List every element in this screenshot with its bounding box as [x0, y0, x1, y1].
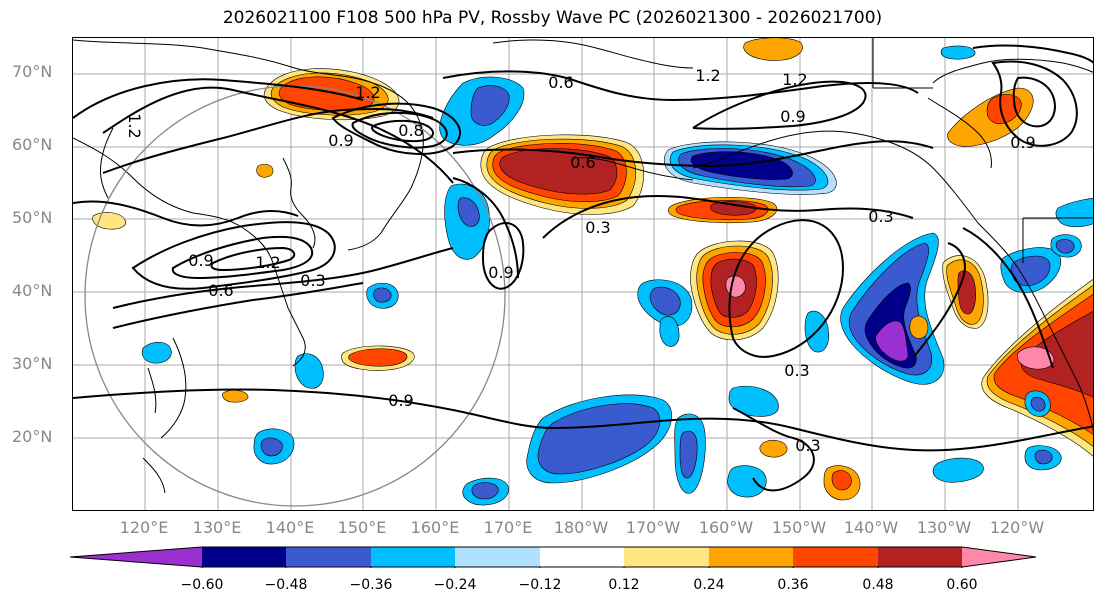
colorbar-segment: [70, 547, 202, 567]
contour-label: 0.3: [585, 218, 610, 237]
contour-label: 0.6: [570, 153, 595, 172]
contour-label: 0.3: [868, 207, 893, 226]
lon-label: 160°W: [698, 518, 754, 537]
contour-label: 0.9: [488, 263, 513, 282]
map-panel: 1.2 0.6 1.2 1.2 0.9 0.8 0.9 1.2 0.6 0.9 …: [72, 37, 1094, 511]
colorbar-segment: [624, 547, 709, 567]
contour-label: 1.2: [125, 113, 144, 138]
lat-label: 30°N: [12, 354, 53, 373]
lon-label: 140°E: [265, 518, 315, 537]
contour-label: 0.3: [784, 361, 809, 380]
lon-label: 120°W: [989, 518, 1045, 537]
colorbar-segment: [793, 547, 878, 567]
colorbar-tick-label: 0.48: [862, 577, 894, 593]
contour-label: 0.8: [398, 121, 423, 140]
contour-label: 0.3: [300, 271, 325, 290]
colorbar: [70, 546, 1036, 568]
colorbar-tick-label: −0.36: [349, 577, 393, 593]
lon-label: 120°E: [119, 518, 169, 537]
map-canvas: 1.2 0.6 1.2 1.2 0.9 0.8 0.9 1.2 0.6 0.9 …: [73, 38, 1093, 510]
contour-label: 0.9: [388, 391, 413, 410]
lon-label: 150°E: [337, 518, 387, 537]
contour-labels: 1.2 0.6 1.2 1.2 0.9 0.8 0.9 1.2 0.6 0.9 …: [125, 66, 1036, 455]
contour-label: 1.2: [255, 253, 280, 272]
figure-title: 2026021100 F108 500 hPa PV, Rossby Wave …: [222, 8, 883, 28]
lon-label: 130°W: [916, 518, 972, 537]
lon-label: 170°E: [483, 518, 533, 537]
colorbar-tick-label: −0.60: [180, 577, 224, 593]
colorbar-segment: [202, 547, 286, 567]
lat-label: 40°N: [12, 281, 53, 300]
colorbar-segment: [371, 547, 455, 567]
lon-label: 140°W: [843, 518, 899, 537]
lon-label: 180°W: [553, 518, 609, 537]
contour-label: 0.6: [548, 73, 573, 92]
lat-label: 20°N: [12, 427, 53, 446]
colorbar-tick-label: 0.24: [693, 577, 725, 593]
colorbar-tick-label: 0.60: [946, 577, 978, 593]
colorbar-tick-label: 0.12: [608, 577, 640, 593]
lat-label: 70°N: [12, 62, 53, 81]
contour-label: 0.9: [1010, 133, 1035, 152]
colorbar-tick-label: −0.48: [264, 577, 308, 593]
colorbar-segment: [286, 547, 371, 567]
colorbar-segments: [70, 546, 1036, 568]
contour-label: 1.2: [695, 66, 720, 85]
contour-label: 0.9: [780, 107, 805, 126]
contour-label: 1.2: [355, 83, 380, 102]
colorbar-segment: [455, 547, 540, 567]
colorbar-tick-label: −0.12: [518, 577, 562, 593]
contour-label: 1.2: [782, 70, 807, 89]
contour-label: 0.9: [188, 251, 213, 270]
pv-contours: [73, 44, 1093, 492]
colorbar-segment: [962, 547, 1036, 567]
lon-label: 150°W: [771, 518, 827, 537]
colorbar-tick-label: 0.36: [777, 577, 809, 593]
contour-label: 0.3: [795, 436, 820, 455]
contour-label: 0.6: [208, 281, 233, 300]
reference-circle: [84, 85, 506, 507]
lat-label: 50°N: [12, 208, 53, 227]
lon-label: 170°W: [625, 518, 681, 537]
colorbar-segment: [709, 547, 793, 567]
lat-label: 60°N: [12, 135, 53, 154]
lon-label: 130°E: [192, 518, 242, 537]
coastlines: [73, 38, 1093, 494]
lon-label: 160°E: [410, 518, 460, 537]
colorbar-tick-label: −0.24: [433, 577, 477, 593]
colorbar-segment: [878, 547, 962, 567]
colorbar-segment: [540, 547, 624, 567]
contour-label: 0.9: [328, 131, 353, 150]
